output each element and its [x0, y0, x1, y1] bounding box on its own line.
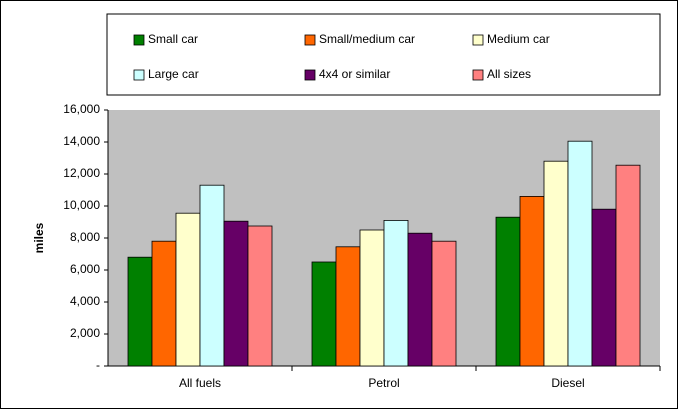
y-tick-label: 2,000: [70, 326, 100, 340]
bar: [151, 240, 177, 367]
bar: [495, 216, 521, 367]
bar: [543, 160, 569, 367]
x-tick-label: All fuels: [179, 376, 221, 390]
x-tick-label: Petrol: [368, 376, 399, 390]
bar: [519, 195, 545, 367]
y-tick-label: 12,000: [63, 166, 100, 180]
legend-swatch: [133, 34, 145, 46]
bar: [223, 220, 249, 367]
bar: [359, 229, 385, 367]
y-tick-label: -: [96, 358, 100, 372]
y-tick-label: 6,000: [70, 262, 100, 276]
legend-swatch: [472, 34, 484, 46]
bar: [127, 256, 153, 367]
bar: [199, 184, 225, 367]
y-tick-label: 4,000: [70, 294, 100, 308]
legend-label: Medium car: [487, 32, 550, 46]
legend-swatch: [304, 69, 316, 81]
bar: [311, 261, 337, 367]
legend-label: 4x4 or similar: [319, 67, 390, 81]
y-axis-label: miles: [32, 222, 46, 253]
bar: [247, 225, 273, 367]
y-tick-label: 16,000: [63, 102, 100, 116]
y-tick-label: 14,000: [63, 134, 100, 148]
bar: [335, 246, 361, 367]
bar: [615, 164, 641, 367]
legend-swatch: [472, 69, 484, 81]
bar: [175, 212, 201, 367]
bar: [407, 232, 433, 367]
y-tick-label: 10,000: [63, 198, 100, 212]
bar: [431, 240, 457, 367]
bar: [591, 208, 617, 367]
legend-swatch: [304, 34, 316, 46]
legend-box: [106, 13, 661, 96]
x-tick-label: Diesel: [551, 376, 584, 390]
y-tick-label: 8,000: [70, 230, 100, 244]
legend-label: Large car: [148, 67, 199, 81]
bar: [567, 140, 593, 367]
bar: [383, 219, 409, 367]
legend-label: Small car: [148, 32, 198, 46]
legend-label: Small/medium car: [319, 32, 415, 46]
legend-swatch: [133, 69, 145, 81]
legend-label: All sizes: [487, 67, 531, 81]
